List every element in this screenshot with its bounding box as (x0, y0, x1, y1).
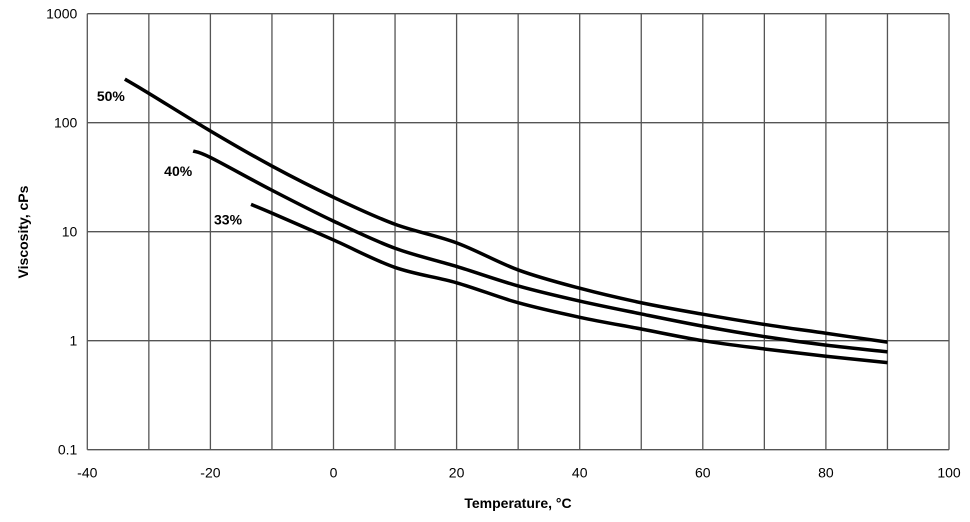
grid (86, 13, 950, 451)
x-tick-label: 20 (449, 465, 465, 481)
x-tick-label: 0 (330, 465, 338, 481)
x-tick-label: 60 (695, 465, 711, 481)
series-label: 50% (97, 88, 126, 104)
y-tick-label: 1 (70, 333, 78, 349)
series-labels: 50% 40% 33% (97, 88, 243, 227)
y-tick-label: 10 (62, 224, 78, 240)
series-line-40pct (192, 149, 888, 354)
series-line-33pct (250, 202, 888, 365)
y-tick-label: 1000 (46, 6, 77, 22)
y-tick-labels: 0.1 1 10 100 1000 (46, 6, 77, 458)
y-tick-label: 100 (54, 115, 78, 131)
y-tick-label: 0.1 (58, 442, 78, 458)
series-line-50pct (123, 77, 888, 344)
x-axis-title: Temperature, °C (464, 495, 571, 511)
series-label: 33% (214, 211, 243, 227)
series-lines (123, 77, 888, 365)
x-tick-label: -40 (77, 465, 97, 481)
x-tick-label: 100 (937, 465, 961, 481)
x-tick-label: 80 (818, 465, 834, 481)
x-tick-labels: -40 -20 0 20 40 60 80 100 (77, 465, 961, 481)
series-label: 40% (164, 163, 193, 179)
y-axis-title: Viscosity, cPs (15, 185, 31, 278)
x-tick-label: 40 (572, 465, 588, 481)
x-tick-label: -20 (200, 465, 220, 481)
